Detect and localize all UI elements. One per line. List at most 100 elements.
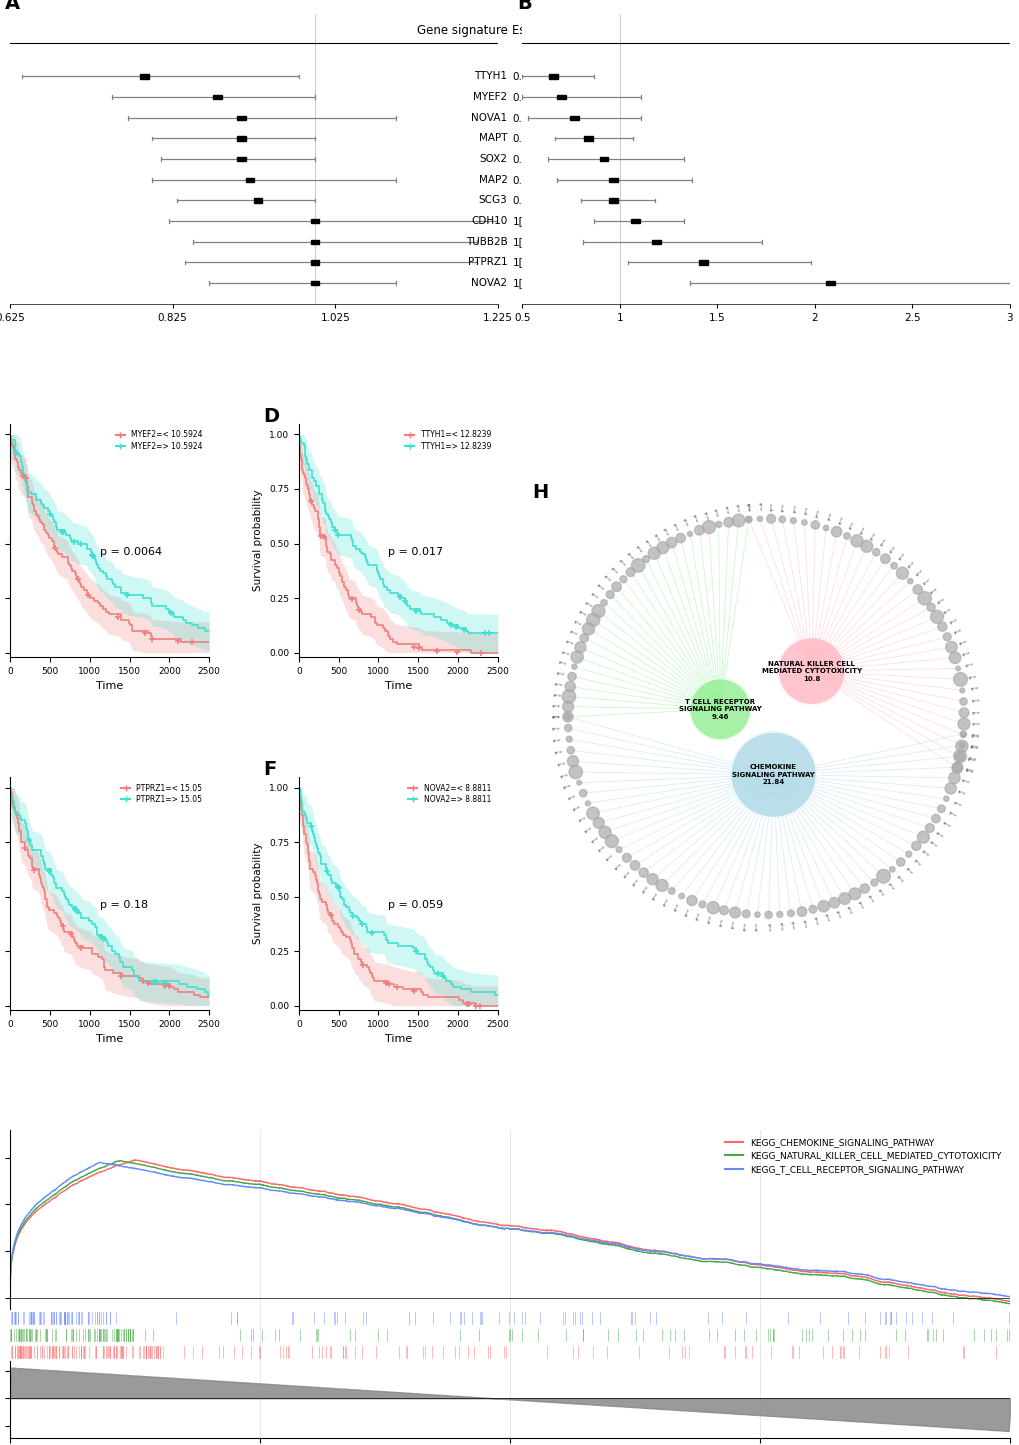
- Text: gene: gene: [661, 897, 669, 906]
- Bar: [631, 218, 639, 224]
- Circle shape: [615, 847, 622, 853]
- Circle shape: [775, 912, 782, 918]
- Text: gene: gene: [691, 514, 698, 523]
- Circle shape: [579, 789, 586, 796]
- Text: gene: gene: [555, 670, 565, 676]
- Text: gene: gene: [768, 503, 772, 512]
- Text: gene: gene: [777, 922, 783, 931]
- Circle shape: [723, 517, 733, 527]
- Text: gene: gene: [858, 525, 865, 535]
- Text: NOVA1: NOVA1: [471, 113, 507, 123]
- Text: A: A: [5, 0, 20, 13]
- Bar: [609, 178, 618, 182]
- Text: gene: gene: [812, 916, 818, 926]
- Text: gene: gene: [866, 894, 874, 903]
- Text: 1[0.85-1.2]: 1[0.85-1.2]: [512, 237, 571, 247]
- Circle shape: [951, 763, 962, 773]
- Text: gene: gene: [876, 889, 884, 897]
- Circle shape: [943, 796, 948, 802]
- Circle shape: [797, 907, 806, 916]
- Circle shape: [694, 526, 703, 535]
- Text: gene: gene: [781, 503, 785, 512]
- Text: gene: gene: [609, 566, 619, 575]
- Text: Gene signature: Gene signature: [417, 25, 507, 38]
- Text: gene: gene: [754, 922, 758, 932]
- Circle shape: [604, 835, 618, 848]
- Circle shape: [917, 591, 930, 605]
- Circle shape: [911, 841, 920, 851]
- Text: gene: gene: [551, 715, 559, 718]
- Text: gene: gene: [948, 617, 957, 624]
- Text: gene: gene: [643, 539, 651, 548]
- Circle shape: [686, 896, 696, 906]
- Circle shape: [850, 535, 862, 546]
- Circle shape: [591, 604, 604, 617]
- Text: gene: gene: [681, 517, 688, 527]
- Circle shape: [698, 902, 705, 907]
- Text: CDH10: CDH10: [471, 217, 507, 227]
- Text: gene: gene: [968, 746, 977, 750]
- Text: gene: gene: [961, 650, 970, 657]
- X-axis label: Time: Time: [384, 1035, 412, 1045]
- Text: gene: gene: [835, 909, 841, 919]
- Circle shape: [729, 907, 740, 918]
- Circle shape: [779, 516, 785, 523]
- Text: gene: gene: [631, 877, 640, 887]
- Circle shape: [936, 805, 945, 812]
- Bar: [237, 136, 246, 140]
- Bar: [310, 218, 319, 224]
- Circle shape: [905, 851, 911, 857]
- Bar: [609, 198, 618, 202]
- Text: gene: gene: [904, 867, 913, 876]
- Text: gene: gene: [589, 591, 598, 600]
- Text: gene: gene: [845, 905, 852, 915]
- Text: CHEMOKINE
SIGNALING PATHWAY
21.84: CHEMOKINE SIGNALING PATHWAY 21.84: [732, 764, 814, 785]
- Text: gene: gene: [823, 913, 829, 923]
- Circle shape: [611, 582, 621, 591]
- Text: TUBB2B: TUBB2B: [466, 237, 507, 247]
- Text: gene: gene: [684, 907, 690, 916]
- Text: gene: gene: [551, 727, 560, 731]
- Y-axis label: Survival probability: Survival probability: [253, 842, 263, 944]
- Bar: [310, 280, 319, 286]
- Text: gene: gene: [941, 821, 951, 829]
- Circle shape: [577, 780, 581, 785]
- Bar: [556, 95, 565, 100]
- Text: gene: gene: [613, 861, 623, 871]
- Text: gene: gene: [888, 545, 896, 553]
- Circle shape: [642, 556, 649, 562]
- Text: Estimates(95% CI): Estimates(95% CI): [512, 25, 621, 38]
- Text: MAP2: MAP2: [478, 175, 507, 185]
- Bar: [254, 198, 262, 202]
- Bar: [698, 260, 707, 264]
- Bar: [584, 136, 592, 140]
- Circle shape: [622, 854, 631, 863]
- Circle shape: [830, 526, 841, 538]
- Circle shape: [562, 701, 573, 712]
- Text: gene: gene: [970, 733, 979, 737]
- Circle shape: [955, 753, 964, 762]
- Circle shape: [953, 750, 966, 763]
- Circle shape: [948, 772, 959, 783]
- Text: gene: gene: [935, 597, 945, 604]
- Text: gene: gene: [661, 527, 669, 536]
- Text: gene: gene: [947, 811, 956, 818]
- Text: gene: gene: [912, 858, 921, 867]
- Text: gene: gene: [695, 912, 701, 920]
- Text: TTYH1: TTYH1: [474, 71, 507, 81]
- Text: gene: gene: [673, 902, 680, 912]
- Text: gene: gene: [590, 835, 599, 844]
- Text: 0.92[0.8-1.1]: 0.92[0.8-1.1]: [512, 175, 580, 185]
- Circle shape: [822, 526, 828, 530]
- Text: gene: gene: [964, 662, 974, 669]
- Circle shape: [567, 756, 578, 767]
- Text: gene: gene: [757, 503, 761, 512]
- Circle shape: [585, 801, 590, 806]
- Circle shape: [586, 613, 599, 626]
- Circle shape: [631, 559, 644, 572]
- Text: gene: gene: [966, 757, 975, 763]
- Circle shape: [959, 688, 964, 694]
- Text: gene: gene: [560, 650, 570, 656]
- Text: gene: gene: [942, 607, 952, 614]
- Circle shape: [766, 514, 774, 523]
